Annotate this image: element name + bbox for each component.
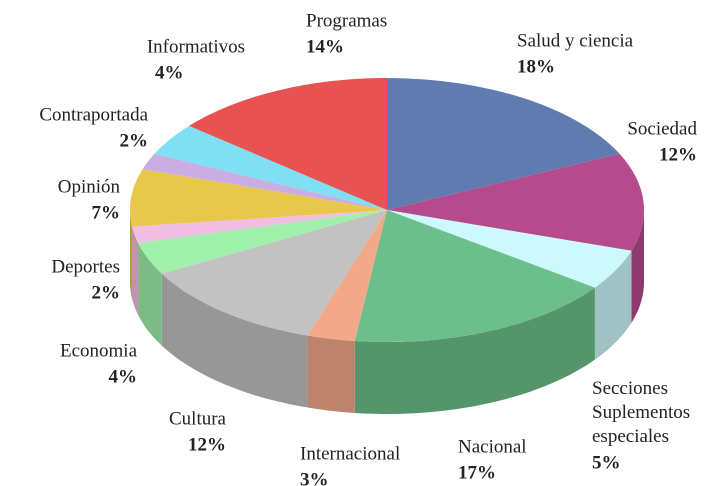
slice-value-label: 5% xyxy=(592,452,621,473)
slice-label: Sociedad xyxy=(627,118,697,139)
slice-value-label: 18% xyxy=(517,56,555,77)
slice xyxy=(132,210,387,243)
slice-side xyxy=(161,273,308,408)
slice xyxy=(161,210,387,336)
slice-value-label: 2% xyxy=(120,130,149,151)
label-line: Suplementos xyxy=(592,402,690,423)
slice xyxy=(154,125,387,210)
slice xyxy=(387,210,632,288)
slice-value-label: 7% xyxy=(92,202,121,223)
slice-side xyxy=(354,287,595,414)
slice-side xyxy=(132,226,139,315)
slice-label: Deportes xyxy=(51,256,120,277)
slice xyxy=(129,169,387,227)
slice xyxy=(387,153,644,251)
slice-value-label: 2% xyxy=(92,282,121,303)
slice xyxy=(387,78,620,210)
slice-label: Economia xyxy=(60,340,138,361)
slice-label: Informativos xyxy=(147,36,245,57)
slice-side xyxy=(307,335,355,413)
slice xyxy=(142,153,387,210)
slice-label: Programas xyxy=(306,10,387,31)
slice-value-label: 12% xyxy=(188,434,226,455)
slice-label: Internacional xyxy=(300,443,400,464)
slice xyxy=(307,210,387,341)
slice-value-label: 12% xyxy=(659,144,697,165)
slice-label: Opinión xyxy=(58,176,121,197)
slice-label: Secciones Suplementos especiales xyxy=(592,378,690,447)
label-line: especiales xyxy=(592,426,669,447)
slice-value-label: 4% xyxy=(155,62,184,83)
slice-label: Contraportada xyxy=(39,104,148,125)
slice-label: Salud y ciencia xyxy=(517,30,634,51)
slice xyxy=(138,210,387,274)
slice xyxy=(188,78,387,210)
slice xyxy=(354,210,595,342)
slice-label: Cultura xyxy=(169,408,227,429)
slice-side xyxy=(138,242,162,346)
label-line: Secciones xyxy=(592,378,668,399)
slice-label: Nacional xyxy=(458,436,527,457)
slice-side xyxy=(130,210,133,299)
slice-value-label: 14% xyxy=(306,36,344,57)
slice-value-label: 3% xyxy=(300,469,329,486)
slice-side xyxy=(631,210,644,323)
slice-value-label: 4% xyxy=(109,366,138,387)
slice-value-label: 17% xyxy=(458,462,496,483)
slice-side xyxy=(594,250,632,360)
